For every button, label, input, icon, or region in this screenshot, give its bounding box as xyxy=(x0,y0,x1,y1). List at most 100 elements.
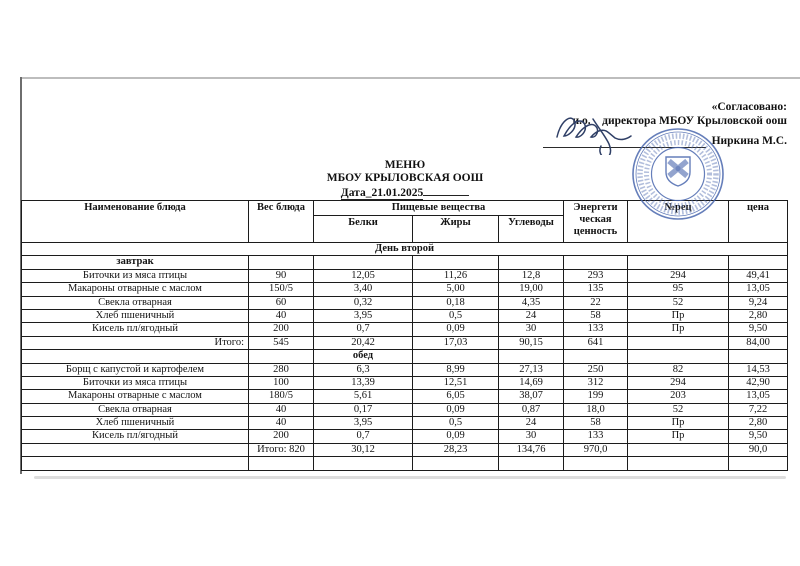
table-cell: 28,23 xyxy=(412,442,499,458)
table-cell: 134,76 xyxy=(498,442,564,458)
page-edge-top xyxy=(21,77,800,79)
table-cell: 13,05 xyxy=(728,389,788,404)
table-cell: 14,69 xyxy=(498,375,564,391)
table-cell: Пр xyxy=(627,429,729,444)
table-cell xyxy=(627,335,729,351)
table-cell xyxy=(498,349,564,364)
table-cell: 13,05 xyxy=(728,282,788,297)
table-cell: Итого: xyxy=(21,335,249,351)
table-cell: Пр xyxy=(627,308,729,324)
table-row: Итого: 820 30,12 28,23 134,76 970,0 90,0 xyxy=(21,442,788,458)
table-row: Макароны отварные с маслом 150/5 3,40 5,00 1… xyxy=(21,282,788,297)
table-cell xyxy=(21,442,249,458)
table-row: Хлеб пшеничный 40 3,95 0,5 24 58 Пр 2,80 xyxy=(21,416,788,431)
table-cell: Хлеб пшеничный xyxy=(21,308,249,324)
date-value: Дата_21.01.2025 xyxy=(340,187,424,200)
table-cell: 60 xyxy=(248,295,314,310)
table-row: Свекла отварная 60 0,32 0,18 4,35 22 52 9,24 xyxy=(21,295,788,310)
table-cell: 7,22 xyxy=(728,402,788,418)
table-row: Хлеб пшеничный 40 3,95 0,5 24 58 Пр 2,80 xyxy=(21,308,788,324)
table-cell: 180/5 xyxy=(248,389,314,404)
table-cell: 9,50 xyxy=(728,322,788,337)
table-cell: Макароны отварные с маслом xyxy=(21,389,249,404)
table-cell: 14,53 xyxy=(728,362,788,377)
table-cell: Свекла отварная xyxy=(21,295,249,310)
table-cell: 82 xyxy=(627,362,729,377)
table-cell: 5,00 xyxy=(412,282,499,297)
signature-row: Ниркина М.С. xyxy=(542,117,787,155)
table-cell: Борщ с капустой и картофелем xyxy=(21,362,249,377)
table-cell: 5,61 xyxy=(313,389,413,404)
col-header-fat: Жиры xyxy=(412,215,499,243)
table-cell: Пр xyxy=(627,416,729,431)
table-cell xyxy=(313,456,413,471)
table-cell: 641 xyxy=(563,335,628,351)
table-cell: 9,50 xyxy=(728,429,788,444)
table-cell xyxy=(498,255,564,270)
col-header-price: цена xyxy=(728,200,788,243)
table-cell: 3,40 xyxy=(313,282,413,297)
table-cell xyxy=(498,456,564,471)
table-row: Борщ с капустой и картофелем 280 6,3 8,99 27… xyxy=(21,362,788,377)
table-cell: Хлеб пшеничный xyxy=(21,416,249,431)
table-cell: 2,80 xyxy=(728,416,788,431)
table-cell: 2,80 xyxy=(728,308,788,324)
table-cell xyxy=(627,349,729,364)
table-cell xyxy=(313,255,413,270)
menu-table-body: День второй завтрак Биточки из мяса птицы… xyxy=(21,241,788,471)
table-cell: 9,24 xyxy=(728,295,788,310)
table-cell: Биточки из мяса птицы xyxy=(21,268,249,284)
table-cell: 0,32 xyxy=(313,295,413,310)
table-cell: 0,17 xyxy=(313,402,413,418)
table-cell: 24 xyxy=(498,416,564,431)
table-cell xyxy=(627,456,729,471)
table-cell: 8,99 xyxy=(412,362,499,377)
table-row: День второй xyxy=(21,241,788,257)
table-cell: 133 xyxy=(563,322,628,337)
table-cell: 133 xyxy=(563,429,628,444)
col-header-recipe: №рец xyxy=(627,200,729,243)
col-header-nutrients: Пищевые вещества xyxy=(313,200,564,216)
table-cell xyxy=(563,349,628,364)
date-underline xyxy=(423,184,470,196)
table-cell: 95 xyxy=(627,282,729,297)
table-cell: 294 xyxy=(627,268,729,284)
table-row xyxy=(21,456,788,471)
menu-table: Наименование блюда Вес блюда Пищевые вещ… xyxy=(21,200,788,471)
table-cell xyxy=(412,456,499,471)
header-row-1: Наименование блюда Вес блюда Пищевые вещ… xyxy=(21,200,788,243)
table-cell: 0,7 xyxy=(313,322,413,337)
table-cell xyxy=(21,456,249,471)
approval-block: «Согласовано: и.о. директора МБОУ Крылов… xyxy=(542,100,787,155)
table-cell: 40 xyxy=(248,416,314,431)
table-cell: 49,41 xyxy=(728,268,788,284)
table-cell xyxy=(728,349,788,364)
col-header-energy: Энергети ческая ценность xyxy=(563,200,628,243)
table-cell: 199 xyxy=(563,389,628,404)
table-cell xyxy=(248,255,314,270)
table-cell: 545 xyxy=(248,335,314,351)
table-cell: Итого: 820 xyxy=(248,442,314,458)
header-row-2: Белки Жиры Углеводы xyxy=(22,215,788,243)
table-cell: Пр xyxy=(627,322,729,337)
table-cell: 18,0 xyxy=(563,402,628,418)
table-cell: 52 xyxy=(627,402,729,418)
table-cell: 58 xyxy=(563,308,628,324)
title-block: МЕНЮ МБОУ КРЫЛОВСКАЯ ООШ Дата_21.01.2025 xyxy=(0,159,800,200)
table-cell: 3,95 xyxy=(313,308,413,324)
table-cell: Кисель пл/ягодный xyxy=(21,429,249,444)
table-cell: 0,09 xyxy=(412,402,499,418)
table-cell: 58 xyxy=(563,416,628,431)
table-cell: 150/5 xyxy=(248,282,314,297)
table-row: Кисель пл/ягодный 200 0,7 0,09 30 133 Пр 9,50 xyxy=(21,429,788,444)
school-name: МБОУ КРЫЛОВСКАЯ ООШ xyxy=(326,171,484,184)
table-cell xyxy=(627,442,729,458)
table-cell xyxy=(248,456,314,471)
table-cell: 0,87 xyxy=(498,402,564,418)
table-cell: 135 xyxy=(563,282,628,297)
col-header-weight: Вес блюда xyxy=(248,200,314,243)
signature-line xyxy=(542,117,706,155)
table-row: Биточки из мяса птицы 100 13,39 12,51 14,69 3… xyxy=(21,375,788,391)
table-row: Макароны отварные с маслом 180/5 5,61 6,05 3… xyxy=(21,389,788,404)
table-cell xyxy=(412,255,499,270)
